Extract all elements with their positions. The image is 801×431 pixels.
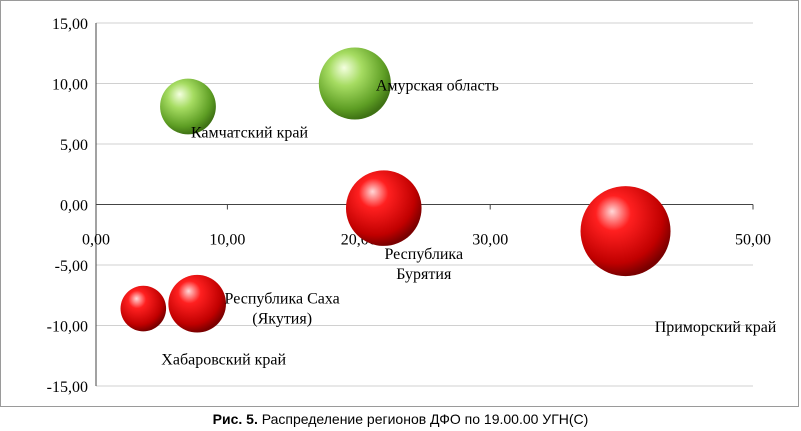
x-tick-label: 30,00 [472,232,508,249]
bubble-point [120,285,167,332]
x-tick-label: 50,00 [735,232,771,249]
x-tick-label: 0,00 [82,232,110,249]
bubble-label: Амурская область [376,78,499,95]
bubble-chart: 15,00 10,00 5,00 0,00 -5,00 -10,00 -15,00 0,00 1… [47,16,777,396]
bubble-label: Приморский край [655,319,777,336]
bubbles [120,47,671,333]
y-tick-label: 10,00 [52,77,88,94]
caption-text: Распределение регионов ДФО по 19.00.00 У… [261,411,589,427]
y-tick-label: 5,00 [60,137,88,154]
bubble-point [345,170,422,246]
y-tick-label: 15,00 [52,16,88,33]
bubble-label: Камчатский край [191,124,308,141]
y-tick-label: -15,00 [47,379,88,396]
bubble-point [160,78,216,135]
gridlines [96,22,753,387]
y-tick-label: 0,00 [60,198,88,215]
bubble-labels: Амурская область Камчатский край Республик… [161,78,777,369]
bubble-label: Республика Бурятия [384,246,463,283]
bubble-point [318,47,391,120]
y-tick-label: -10,00 [47,319,88,336]
bubble-point [580,186,671,277]
y-tick-label: -5,00 [55,258,88,275]
caption-prefix: Рис. 5. [212,411,258,427]
bubble-label: Республика Саха (Якутия) [225,291,340,328]
x-tick-label: 10,00 [209,232,245,249]
figure-caption: Рис. 5. Распределение регионов ДФО по 19… [0,409,801,431]
bubble-label: Хабаровский край [161,352,286,369]
bubble-point [168,274,227,333]
